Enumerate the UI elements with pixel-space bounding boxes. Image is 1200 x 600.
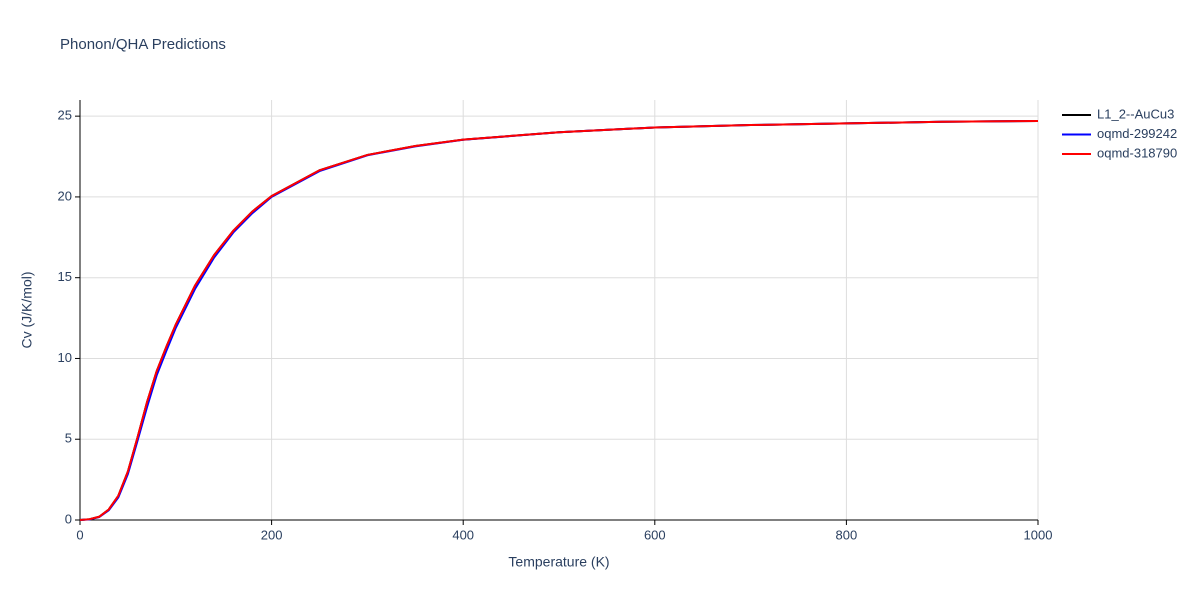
series-line xyxy=(79,120,1039,521)
x-tick-label: 600 xyxy=(644,527,666,542)
chart-title: Phonon/QHA Predictions xyxy=(60,36,226,53)
legend-label: oqmd-318790 xyxy=(1097,145,1177,160)
y-tick-label: 25 xyxy=(58,108,72,123)
y-tick-label: 0 xyxy=(65,511,72,526)
legend-label: L1_2--AuCu3 xyxy=(1097,106,1174,121)
series-line xyxy=(79,120,1039,521)
x-tick-label: 1000 xyxy=(1024,527,1053,542)
x-tick-label: 800 xyxy=(836,527,858,542)
series-line xyxy=(79,120,1039,521)
x-tick-label: 0 xyxy=(76,527,83,542)
x-tick-label: 200 xyxy=(261,527,283,542)
y-tick-label: 10 xyxy=(58,350,72,365)
y-tick-label: 20 xyxy=(58,188,72,203)
y-tick-label: 5 xyxy=(65,431,72,446)
legend-label: oqmd-299242 xyxy=(1097,126,1177,141)
x-axis-title: Temperature (K) xyxy=(508,554,609,570)
x-tick-label: 400 xyxy=(452,527,474,542)
y-axis-title: Cv (J/K/mol) xyxy=(19,272,35,349)
y-tick-label: 15 xyxy=(58,269,72,284)
